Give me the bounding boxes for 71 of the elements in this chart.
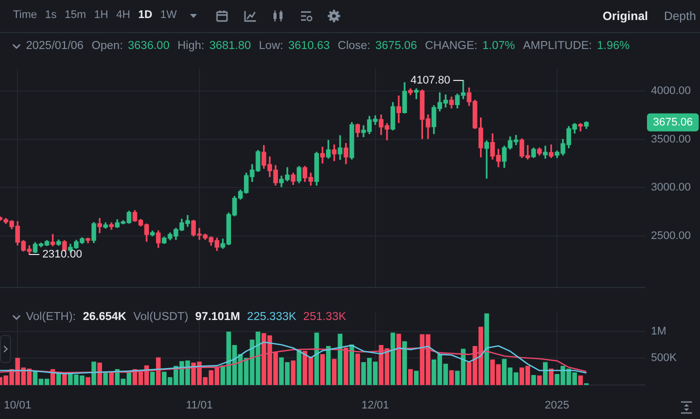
bar [320, 354, 325, 385]
bar [548, 368, 554, 385]
text: 1W [160, 9, 177, 21]
text: 3636.00 [128, 40, 170, 52]
bar [396, 334, 402, 385]
bar [86, 377, 90, 385]
x-tick-label: 2025 [544, 400, 570, 412]
annotation: 4107.80 [410, 74, 450, 86]
text: 1.96% [597, 40, 630, 52]
x-tick-label: 12/01 [362, 400, 390, 412]
bar [542, 362, 548, 385]
text: CHANGE: [424, 40, 478, 52]
text: Depth [664, 9, 696, 23]
bar [484, 313, 490, 385]
bar [296, 349, 302, 385]
bar [290, 360, 296, 385]
text: 2025/01/06 [26, 40, 84, 52]
annotation: Vol(USDT) [133, 311, 188, 323]
x-tick-label: 10/01 [4, 400, 32, 412]
annotation: 97.101M [195, 311, 240, 323]
text: 15m [64, 9, 86, 21]
text: Original [602, 9, 648, 23]
text: Low: [258, 40, 284, 52]
annotation: 225.333K [247, 311, 296, 323]
y-tick-label: 3000.00 [651, 182, 691, 194]
bar [62, 373, 67, 385]
bar [402, 341, 407, 385]
text: 1.07% [482, 40, 515, 52]
bar [103, 372, 108, 385]
bar [449, 370, 454, 385]
text: 3675.06 [375, 40, 417, 52]
x-tick-label: 11/01 [186, 400, 213, 412]
text: High: [177, 40, 204, 52]
text: 3681.80 [209, 40, 251, 52]
bar [332, 358, 337, 385]
bar [578, 376, 583, 385]
bar [97, 362, 102, 385]
text: 1H [94, 9, 108, 21]
bar [355, 354, 360, 385]
bar [338, 334, 342, 385]
y-tick-label: 500K [651, 352, 678, 364]
bar [414, 370, 419, 385]
bar [349, 344, 354, 385]
annotation: Vol(ETH): [26, 311, 76, 323]
text: Close: [338, 40, 370, 52]
bar [326, 346, 331, 385]
annotation: 26.654K [82, 311, 126, 323]
text: 4H [116, 9, 130, 21]
bar [390, 332, 396, 385]
text: 1D [138, 9, 152, 21]
bar [109, 372, 114, 385]
bar [91, 362, 96, 385]
text: Open: [92, 40, 123, 52]
annotation: 2310.00 [42, 248, 82, 261]
bar [537, 376, 542, 385]
y-tick-label: 4000.00 [651, 84, 691, 97]
text: AMPLITUDE: [522, 40, 592, 52]
y-tick-label: 3500.00 [651, 133, 691, 146]
text: 3610.63 [288, 40, 330, 52]
y-tick-label: 2500.00 [651, 230, 691, 242]
bar [314, 332, 319, 385]
bar [56, 373, 61, 385]
bar [531, 375, 536, 385]
text: Time [13, 9, 38, 21]
text: 1s [45, 9, 57, 21]
annotation: 251.33K [303, 311, 346, 323]
bar [344, 348, 348, 385]
bar [408, 369, 413, 385]
bar [150, 372, 155, 385]
y-tick-label: 1M [651, 325, 666, 338]
text: 3675.06 [653, 116, 693, 128]
